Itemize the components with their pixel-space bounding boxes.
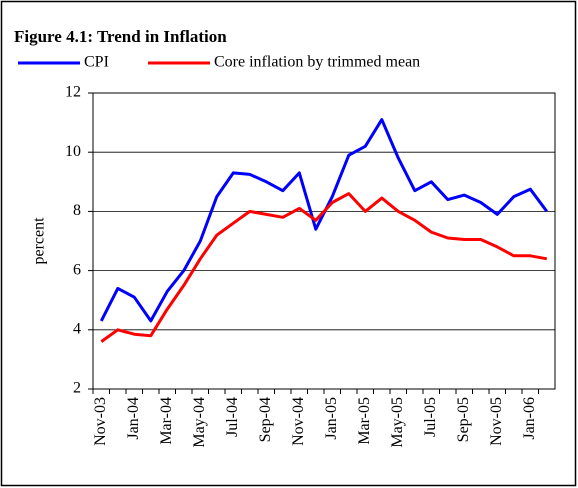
x-tick-label: Mar-05: [356, 397, 373, 445]
x-tick-label: Sep-04: [257, 397, 274, 442]
x-tick-label: Jan-05: [323, 397, 340, 440]
x-tick-label: Jan-04: [125, 397, 142, 440]
line-series: [100, 192, 548, 343]
chart-title: Figure 4.1: Trend in Inflation: [14, 27, 227, 46]
legend-label: CPI: [84, 54, 109, 71]
x-tick-label: May-04: [191, 397, 208, 448]
legend-label: Core inflation by trimmed mean: [214, 54, 420, 71]
y-tick-label: 6: [73, 261, 81, 278]
x-tick-label: Nov-05: [488, 397, 505, 446]
y-tick-label: 8: [73, 202, 81, 219]
x-tick-label: May-05: [389, 397, 406, 448]
y-tick-label: 4: [73, 320, 81, 337]
y-tick-label: 10: [65, 143, 81, 160]
x-tick-label: Mar-04: [158, 397, 175, 445]
x-tick-label: Nov-03: [92, 397, 109, 446]
x-tick-label: Nov-04: [290, 397, 307, 446]
x-tick-label: Sep-05: [455, 397, 472, 442]
x-tick-label: Jul-04: [224, 397, 241, 437]
y-axis-label: percent: [31, 217, 48, 265]
x-tick-label: Jul-05: [422, 397, 439, 437]
y-tick-label: 2: [73, 380, 81, 397]
y-tick-label: 12: [65, 84, 81, 101]
x-tick-label: Jan-06: [521, 397, 538, 440]
